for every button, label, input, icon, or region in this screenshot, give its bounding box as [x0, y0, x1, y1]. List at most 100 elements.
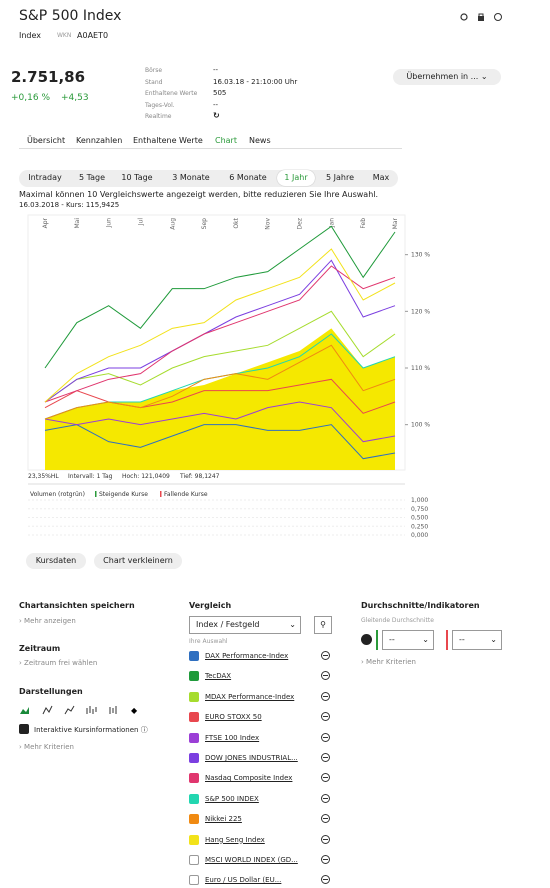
- price: 2.751,86: [11, 68, 86, 86]
- change-pct: +0,16 %: [11, 93, 50, 103]
- display-icons[interactable]: ◆: [19, 704, 139, 716]
- comparison-name[interactable]: Nikkei 225: [205, 815, 242, 824]
- range-tab[interactable]: 5 Tage: [78, 173, 106, 182]
- more[interactable]: › Mehr Kriterien: [19, 743, 74, 751]
- comparison-name[interactable]: Hang Seng Index: [205, 835, 265, 844]
- vergleich-select-label: Index / Festgeld: [196, 620, 260, 629]
- x-tick-label: Dez: [297, 218, 304, 229]
- save-title: Chartansichten speichern: [19, 601, 135, 610]
- volume-legend: Volumen (rotgrün): [30, 491, 85, 498]
- color-bar: [446, 630, 448, 650]
- ma-select-1[interactable]: -- ⌄: [382, 630, 434, 650]
- comparison-name[interactable]: DOW JONES INDUSTRIAL...: [205, 754, 298, 762]
- checkbox[interactable]: [189, 691, 199, 702]
- comparison-name[interactable]: S&P 500 INDEX: [205, 794, 259, 803]
- checkbox[interactable]: [189, 855, 199, 865]
- chart-button[interactable]: Chart verkleinern: [94, 553, 182, 569]
- remove-button[interactable]: [321, 793, 330, 803]
- y-tick-label: 100 %: [411, 422, 430, 429]
- range-free[interactable]: › Zeitraum frei wählen: [19, 659, 98, 667]
- x-tick-label: Jan: [328, 218, 335, 228]
- detail-label: Tages-Vol.: [145, 101, 175, 109]
- checkbox[interactable]: [189, 793, 199, 804]
- comparison-name[interactable]: Nasdaq Composite Index: [205, 774, 293, 783]
- comparison-name[interactable]: TecDAX: [205, 672, 232, 681]
- remove-button[interactable]: [321, 671, 330, 681]
- remove-button[interactable]: [321, 773, 330, 783]
- checkbox[interactable]: [189, 712, 199, 723]
- vergleich-select[interactable]: Index / Festgeld ⌄: [189, 616, 301, 634]
- change-abs: +4,53: [61, 93, 89, 103]
- area: [45, 328, 395, 470]
- interactive-checkbox[interactable]: [19, 724, 29, 734]
- radio[interactable]: [361, 634, 372, 645]
- range-tab[interactable]: 3 Monate: [172, 173, 210, 182]
- remove-button[interactable]: [321, 814, 330, 824]
- x-tick-label: Aug: [169, 218, 176, 230]
- x-tick-label: Apr: [42, 217, 49, 228]
- tab[interactable]: Chart: [215, 136, 237, 145]
- comparison-name[interactable]: EURO STOXX 50: [205, 713, 262, 722]
- checkbox[interactable]: [189, 773, 199, 784]
- detail-value: --: [213, 66, 219, 74]
- vergleich-title: Vergleich: [189, 601, 232, 610]
- range-tab[interactable]: 5 Jahre: [326, 173, 354, 182]
- y-tick-label: 110 %: [411, 365, 430, 372]
- range-tab[interactable]: Max: [372, 173, 390, 182]
- interactive: Interaktive Kursinformationen ⓘ: [34, 726, 148, 734]
- more-label: Mehr Kriterien: [24, 743, 74, 751]
- comparison-line: [44, 424, 396, 460]
- range-tab[interactable]: Intraday: [28, 173, 62, 182]
- comparison-line: [44, 265, 396, 403]
- checkbox[interactable]: [189, 753, 199, 763]
- ma-select-1-label: --: [389, 635, 395, 644]
- header-icons[interactable]: [460, 12, 506, 22]
- y-tick-label: 120 %: [411, 308, 430, 315]
- range-tab[interactable]: 6 Monate: [229, 173, 267, 182]
- comparison-line: [44, 248, 396, 403]
- remove-button[interactable]: [321, 753, 330, 762]
- tab[interactable]: Übersicht: [27, 136, 66, 145]
- title: S&P 500 Index: [19, 8, 122, 24]
- indicators-more-label: Mehr Kriterien: [366, 658, 416, 666]
- checkbox[interactable]: [189, 834, 199, 845]
- comparison-name[interactable]: DAX Performance-Index: [205, 652, 289, 660]
- chart-stat: Tief: 98,1247: [179, 473, 220, 480]
- remove-button[interactable]: [321, 855, 330, 864]
- adopt-button[interactable]: Übernehmen in ... ⌄: [393, 69, 501, 85]
- range-tab[interactable]: 1 Jahr: [277, 170, 315, 186]
- remove-button[interactable]: [321, 651, 330, 660]
- notice: Maximal können 10 Vergleichswerte angeze…: [19, 190, 379, 199]
- chart-stat: Intervall: 1 Tag: [68, 473, 113, 480]
- tab[interactable]: Enthaltene Werte: [133, 136, 203, 145]
- selection-label: Ihre Auswahl: [189, 638, 228, 645]
- range-tab[interactable]: 10 Tage: [121, 173, 153, 182]
- remove-button[interactable]: [321, 712, 330, 722]
- remove-button[interactable]: [321, 691, 330, 701]
- checkbox[interactable]: [189, 875, 199, 886]
- tab[interactable]: News: [249, 136, 271, 145]
- ma-select-2[interactable]: -- ⌄: [452, 630, 502, 650]
- save-more[interactable]: › Mehr anzeigen: [19, 617, 76, 625]
- checkbox[interactable]: [189, 671, 199, 682]
- checkbox[interactable]: [189, 814, 199, 825]
- detail-label: Realtime: [145, 113, 172, 120]
- comparison-name[interactable]: Euro / US Dollar (EU...: [205, 876, 282, 885]
- remove-button[interactable]: [321, 834, 330, 844]
- search-button[interactable]: ⚲: [314, 616, 332, 634]
- comparison-name[interactable]: MDAX Performance-Index: [205, 692, 295, 701]
- comparison-name[interactable]: MSCI WORLD INDEX (GD...: [205, 856, 298, 864]
- svg-text:◆: ◆: [131, 706, 138, 715]
- indicators-more[interactable]: › Mehr Kriterien: [361, 658, 416, 666]
- comparison-line: [44, 225, 396, 369]
- comparison-name[interactable]: FTSE 100 Index: [205, 733, 260, 742]
- remove-button[interactable]: [321, 732, 330, 742]
- checkbox[interactable]: [189, 651, 199, 661]
- remove-button[interactable]: [321, 875, 330, 885]
- chart-button[interactable]: Kursdaten: [26, 553, 86, 569]
- comparison-line: [44, 378, 396, 414]
- checkbox[interactable]: [189, 732, 199, 743]
- detail-value: 505: [213, 89, 227, 97]
- tab[interactable]: Kennzahlen: [76, 136, 123, 145]
